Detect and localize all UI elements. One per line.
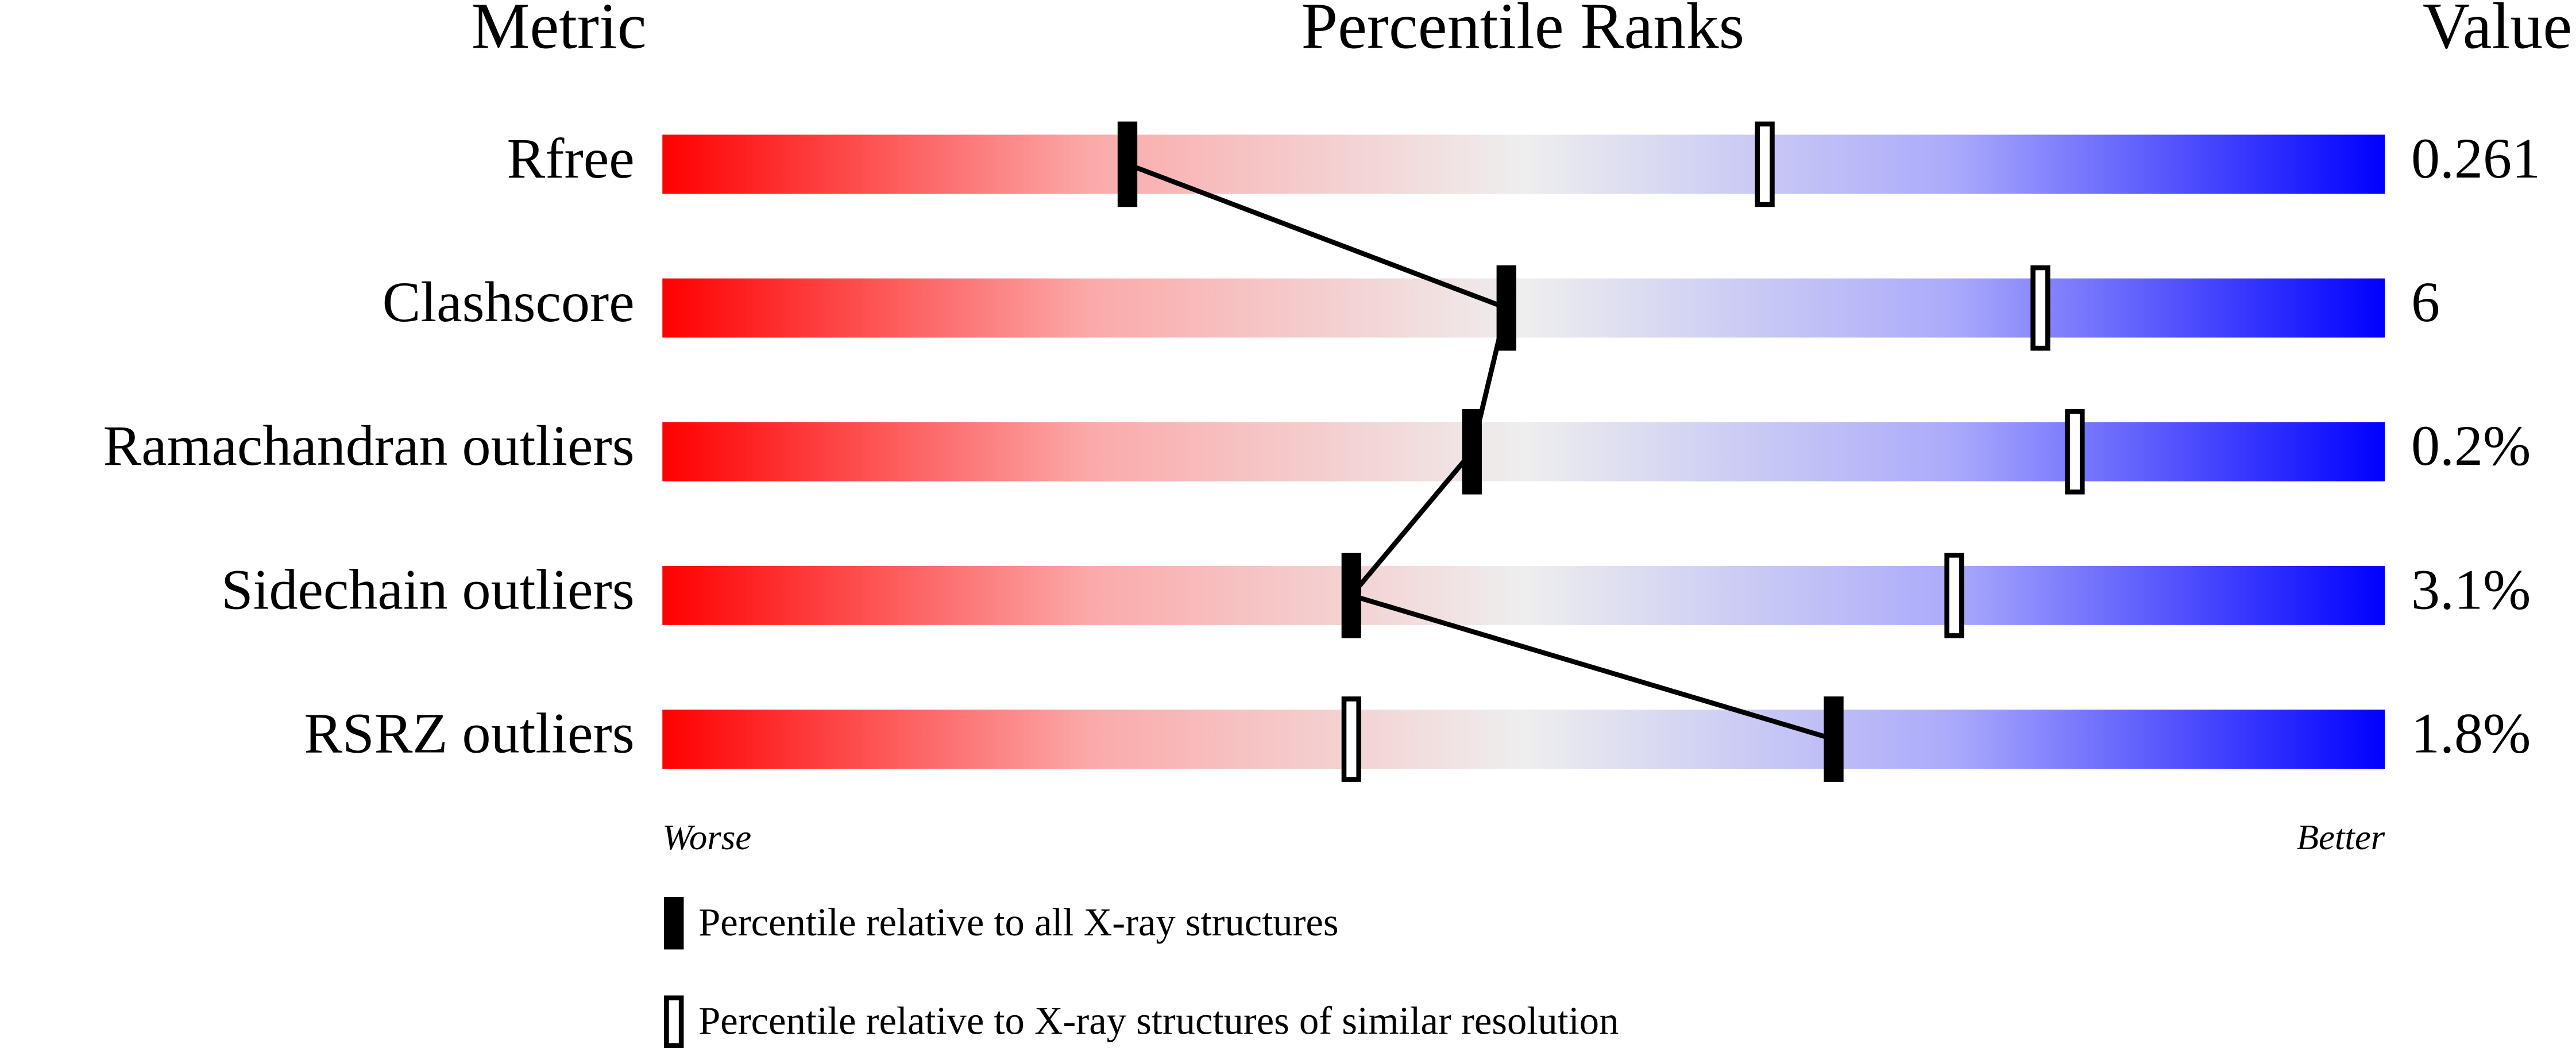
metric-header: Metric xyxy=(472,0,647,62)
metric-value: 0.2% xyxy=(2411,414,2531,477)
worse-label: Worse xyxy=(662,817,751,857)
metric-label: Clashscore xyxy=(383,270,635,334)
markers xyxy=(1117,121,2085,782)
all-structures-marker xyxy=(1496,265,1516,351)
legend-label: Percentile relative to all X-ray structu… xyxy=(698,900,1338,944)
all-structures-marker xyxy=(1824,696,1844,782)
similar-resolution-marker xyxy=(2065,409,2085,495)
metric-label: RSRZ outliers xyxy=(304,701,634,765)
similar-resolution-marker xyxy=(2030,265,2050,351)
percentile-bar xyxy=(662,134,2385,194)
metric-label: Ramachandran outliers xyxy=(103,414,635,477)
all-structures-marker xyxy=(1341,553,1362,638)
legend-swatch xyxy=(664,896,684,950)
metric-value: 3.1% xyxy=(2411,557,2531,621)
legend-label: Percentile relative to X-ray structures … xyxy=(698,999,1619,1043)
percentile-bar xyxy=(662,278,2385,338)
metric-value: 1.8% xyxy=(2411,701,2531,765)
similar-resolution-marker xyxy=(1755,121,1775,207)
all-structures-marker xyxy=(1117,121,1138,207)
similar-resolution-marker xyxy=(1944,553,1964,638)
value-header: Value xyxy=(2423,0,2572,62)
metric-value: 0.261 xyxy=(2411,126,2540,190)
percentile-bar xyxy=(662,422,2385,481)
all-structures-marker xyxy=(1462,409,1482,495)
percentile-bar xyxy=(662,565,2385,625)
legend-swatch xyxy=(664,995,684,1048)
metric-label: Rfree xyxy=(507,126,634,190)
legend: Percentile relative to all X-ray structu… xyxy=(664,896,1619,1048)
metric-value: 6 xyxy=(2411,270,2440,334)
better-label: Better xyxy=(2297,817,2385,857)
similar-resolution-marker xyxy=(1341,696,1362,782)
chart-title: Percentile Ranks xyxy=(1301,0,1745,62)
bars: Rfree 0.261 Clashscore 6 Ramachandran outlie… xyxy=(103,126,2540,769)
percentile-bar xyxy=(662,710,2385,769)
metric-label: Sidechain outliers xyxy=(221,557,635,621)
